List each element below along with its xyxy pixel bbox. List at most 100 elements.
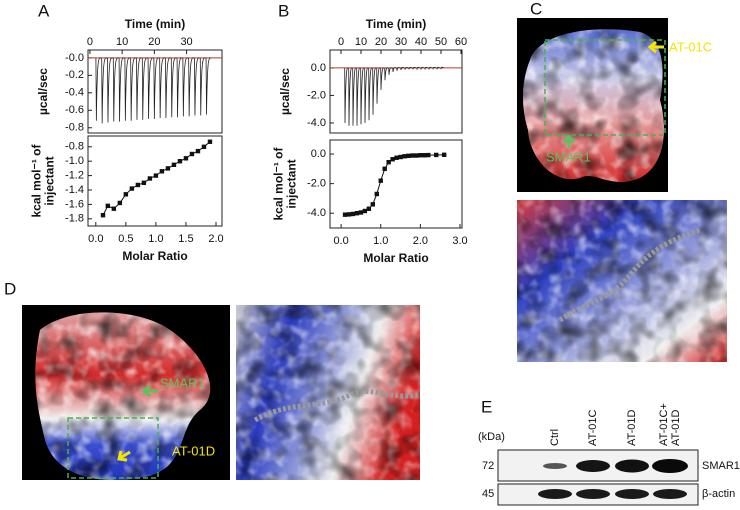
injection-peak [95,57,102,121]
data-point [374,191,379,197]
data-point [346,212,352,217]
y-tick-label: -2.0 [307,89,326,101]
injection-peak [372,67,377,115]
x-tick-label: 2.0 [413,235,428,247]
plot-frame [329,49,463,134]
y-tick-label: -0.4 [65,87,84,99]
docking-image-d-right [236,305,420,480]
data-point [129,186,135,191]
x-tick-label: 3.0 [452,235,467,247]
data-point [147,176,153,181]
protein-label: β-actin [702,488,735,500]
injection-peak [130,57,136,121]
plot-frame [87,135,223,227]
injection-peak [344,67,349,123]
x-tick-label: 1.0 [373,235,388,247]
injection-peak [176,57,183,118]
data-point [350,211,356,217]
x-tick-label: 40 [415,36,427,48]
y-tick-label: -1.4 [65,184,84,196]
x-tick-label: 10 [355,36,367,48]
injection-peak [428,66,433,71]
x-tick-label: 0 [338,36,344,48]
x-tick-label: 50 [435,36,447,48]
injection-peak [199,57,206,116]
y-axis-title: µcal/sec [278,68,292,115]
data-point [189,151,195,157]
injection-peak [107,57,113,123]
docking-image-d-left [22,305,230,480]
panel-label: B [278,1,289,20]
x-tick-label: 20 [148,36,160,48]
data-point [406,153,411,159]
y-tick-label: -0.8 [65,122,84,134]
y-tick-label: 0.0 [311,148,326,160]
data-point [394,155,399,160]
protein-label: SMAR1 [546,149,591,164]
injection-peak [400,67,405,71]
data-point [183,156,189,161]
data-point [195,148,201,154]
y-tick-label: -2.0 [307,178,326,190]
data-point [165,166,171,171]
fit-line [345,154,445,216]
protein-label: SMAR1 [702,460,740,472]
panel-label: A [38,1,50,20]
data-point [117,200,123,206]
injection-peak [392,67,397,73]
injection-peak [182,57,189,117]
data-point [402,154,407,159]
data-point [177,159,183,164]
y-tick-label: -4.0 [307,117,326,129]
docking-image-c-top [517,18,668,192]
injection-peak [424,66,429,71]
data-point [100,213,106,218]
injection-peak [436,66,441,71]
data-point [153,173,159,178]
injection-peak [404,66,409,70]
data-point [362,208,368,214]
injection-peak [194,57,200,116]
y-tick-label: -0.8 [65,141,84,153]
y-tick-label: -4.0 [307,207,326,219]
data-point [201,144,207,149]
y-tick-label: -1.0 [65,155,84,167]
injection-peak [368,67,373,121]
x-tick-label: 30 [180,36,192,48]
data-point [426,152,431,158]
data-point [171,162,177,167]
x-tick-label: 30 [395,36,407,48]
unit-label: (kDa) [478,431,505,443]
data-point [434,152,439,158]
injection-peak [153,57,160,120]
injection-peak [147,57,154,120]
x-axis-title: Time (min) [366,17,426,31]
injection-peak [170,57,177,118]
data-point [105,203,111,209]
y-axis-title: injectant [43,156,57,205]
x-tick-label: 0.5 [118,233,133,245]
y-axis-title: kcal mol⁻¹ of [30,143,44,217]
injection-peak [356,67,361,126]
y-axis-title: kcal mol⁻¹ of [272,146,286,220]
injection-peak [380,67,385,90]
data-point [422,153,427,158]
injection-peak [118,57,125,122]
x-tick-label: 1.0 [148,233,163,245]
data-point [398,154,403,160]
data-point [159,169,165,174]
x-tick-label: 0.0 [88,233,103,245]
data-point [141,180,147,185]
data-point [378,178,383,183]
x-tick-label: 0 [87,36,93,48]
x-axis-title: Time (min) [125,17,185,31]
injection-peak [408,66,413,70]
lane-label: AT-01D [670,409,682,446]
x-tick-label: 1.5 [178,233,193,245]
data-point [207,139,213,144]
data-point [441,152,447,157]
x-tick-label: 2.0 [208,233,223,245]
data-point [123,192,129,197]
data-point [354,211,360,216]
